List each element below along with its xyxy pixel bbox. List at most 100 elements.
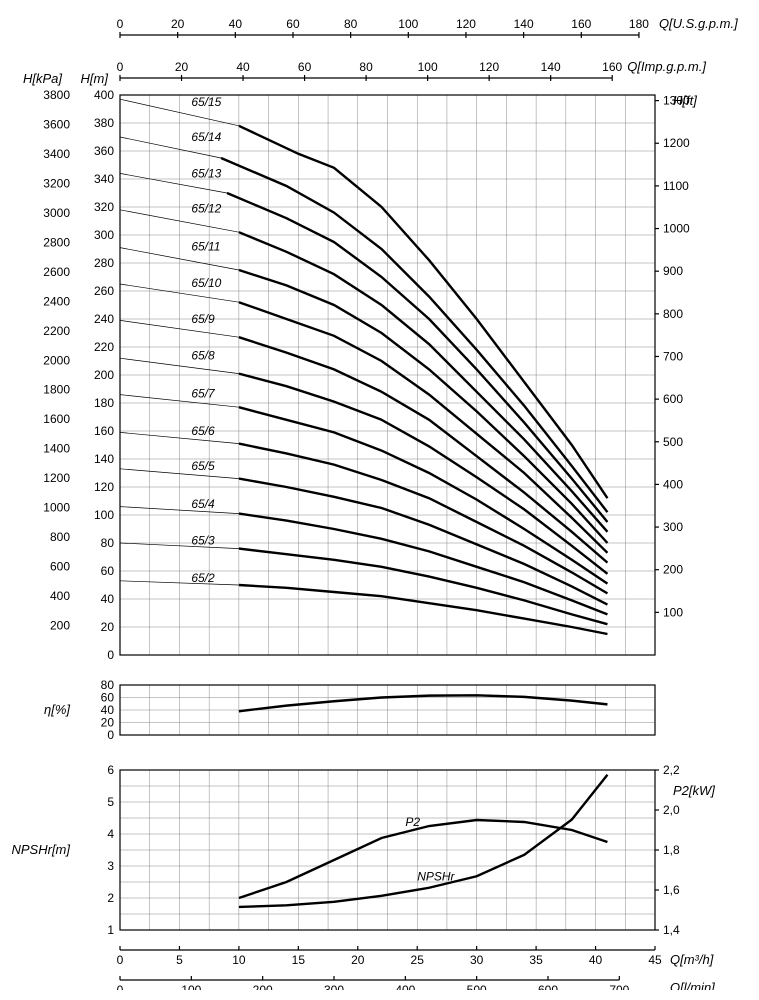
tick-p2: 2,0 (663, 803, 680, 817)
tick-us: 180 (629, 17, 649, 31)
tick-kpa: 3800 (43, 88, 70, 102)
tick-imp: 100 (418, 60, 438, 74)
tick-kpa: 1000 (43, 501, 70, 515)
curve-label: 65/14 (191, 130, 221, 144)
tick-hm: 100 (94, 508, 114, 522)
curve-label: 65/2 (191, 571, 215, 585)
tick-kpa: 3000 (43, 206, 70, 220)
tick-p2: 1,8 (663, 843, 680, 857)
tick-hm: 320 (94, 200, 114, 214)
tick-m3h: 40 (589, 953, 603, 967)
tick-ft: 200 (663, 563, 683, 577)
axis-eff: η[%] (44, 702, 70, 717)
tick-ft: 400 (663, 477, 683, 491)
curve-label: 65/5 (191, 459, 215, 473)
tick-us: 60 (286, 17, 300, 31)
axis-ft: H[ft] (673, 93, 697, 108)
perf-curve (239, 514, 608, 615)
tick-lmin: 300 (324, 983, 344, 990)
tick-npshr: 6 (107, 763, 114, 777)
tick-kpa: 800 (50, 530, 70, 544)
curve-label: 65/7 (191, 386, 216, 400)
tick-hm: 180 (94, 396, 114, 410)
tick-hm: 260 (94, 284, 114, 298)
tick-hm: 0 (107, 648, 114, 662)
tick-hm: 80 (101, 536, 115, 550)
curve-label: 65/13 (191, 167, 221, 181)
curve-label: 65/12 (191, 202, 221, 216)
tick-m3h: 35 (529, 953, 543, 967)
tick-hm: 340 (94, 172, 114, 186)
tick-hm: 300 (94, 228, 114, 242)
tick-p2: 2,2 (663, 763, 680, 777)
axis-m3h: Q[m³/h] (670, 952, 714, 967)
tick-kpa: 2200 (43, 324, 70, 338)
tick-ft: 800 (663, 307, 683, 321)
tick-m3h: 25 (411, 953, 425, 967)
tick-ft: 500 (663, 435, 683, 449)
tick-m3h: 10 (232, 953, 246, 967)
tick-kpa: 200 (50, 619, 70, 633)
tick-hm: 240 (94, 312, 114, 326)
tick-imp: 60 (298, 60, 312, 74)
curve-label: 65/15 (191, 95, 221, 109)
tick-eff: 20 (101, 716, 115, 730)
tick-kpa: 400 (50, 589, 70, 603)
curve-label: 65/4 (191, 497, 215, 511)
axis-kpa: H[kPa] (23, 71, 62, 86)
tick-imp: 20 (175, 60, 189, 74)
tick-kpa: 1600 (43, 412, 70, 426)
tick-m3h: 0 (117, 953, 124, 967)
tick-ft: 900 (663, 264, 683, 278)
curve-label: 65/11 (191, 239, 220, 253)
tick-kpa: 1800 (43, 383, 70, 397)
tick-us: 120 (456, 17, 476, 31)
tick-m3h: 30 (470, 953, 484, 967)
p2-label: P2 (405, 815, 420, 829)
curve-label: 65/9 (191, 312, 215, 326)
tick-p2: 1,6 (663, 883, 680, 897)
tick-eff: 60 (101, 691, 115, 705)
tick-hm: 120 (94, 480, 114, 494)
axis-npshr: NPSHr[m] (12, 842, 71, 857)
tick-imp: 160 (602, 60, 622, 74)
axis-imp-gpm: Q[Imp.g.p.m.] (627, 59, 706, 74)
tick-lmin: 0 (117, 983, 124, 990)
tick-kpa: 2800 (43, 235, 70, 249)
curve-label: 65/10 (191, 276, 221, 290)
tick-m3h: 15 (292, 953, 306, 967)
tick-kpa: 2400 (43, 294, 70, 308)
curve-label: 65/6 (191, 424, 215, 438)
tick-hm: 20 (101, 620, 115, 634)
tick-eff: 80 (101, 678, 115, 692)
tick-imp: 80 (359, 60, 373, 74)
tick-lmin: 200 (253, 983, 273, 990)
tick-kpa: 3200 (43, 176, 70, 190)
pump-curves-chart: 020406080100120140160180Q[U.S.g.p.m.]020… (10, 10, 749, 990)
tick-hm: 280 (94, 256, 114, 270)
tick-hm: 200 (94, 368, 114, 382)
tick-ft: 300 (663, 520, 683, 534)
tick-us: 0 (117, 17, 124, 31)
tick-kpa: 3400 (43, 147, 70, 161)
perf-curve (239, 337, 608, 562)
tick-imp: 140 (541, 60, 561, 74)
axis-hm: H[m] (81, 71, 109, 86)
tick-us: 80 (344, 17, 358, 31)
tick-eff: 40 (101, 703, 115, 717)
chart-svg: 020406080100120140160180Q[U.S.g.p.m.]020… (10, 10, 749, 990)
tick-kpa: 1400 (43, 442, 70, 456)
tick-lmin: 600 (538, 983, 558, 990)
tick-hm: 400 (94, 88, 114, 102)
tick-hm: 360 (94, 144, 114, 158)
tick-npshr: 1 (107, 923, 114, 937)
tick-us: 140 (514, 17, 534, 31)
tick-hm: 220 (94, 340, 114, 354)
perf-curve (239, 374, 608, 574)
tick-kpa: 2600 (43, 265, 70, 279)
tick-ft: 600 (663, 392, 683, 406)
tick-npshr: 4 (107, 827, 114, 841)
tick-p2: 1,4 (663, 923, 680, 937)
tick-kpa: 3600 (43, 117, 70, 131)
perf-curve (239, 549, 608, 625)
